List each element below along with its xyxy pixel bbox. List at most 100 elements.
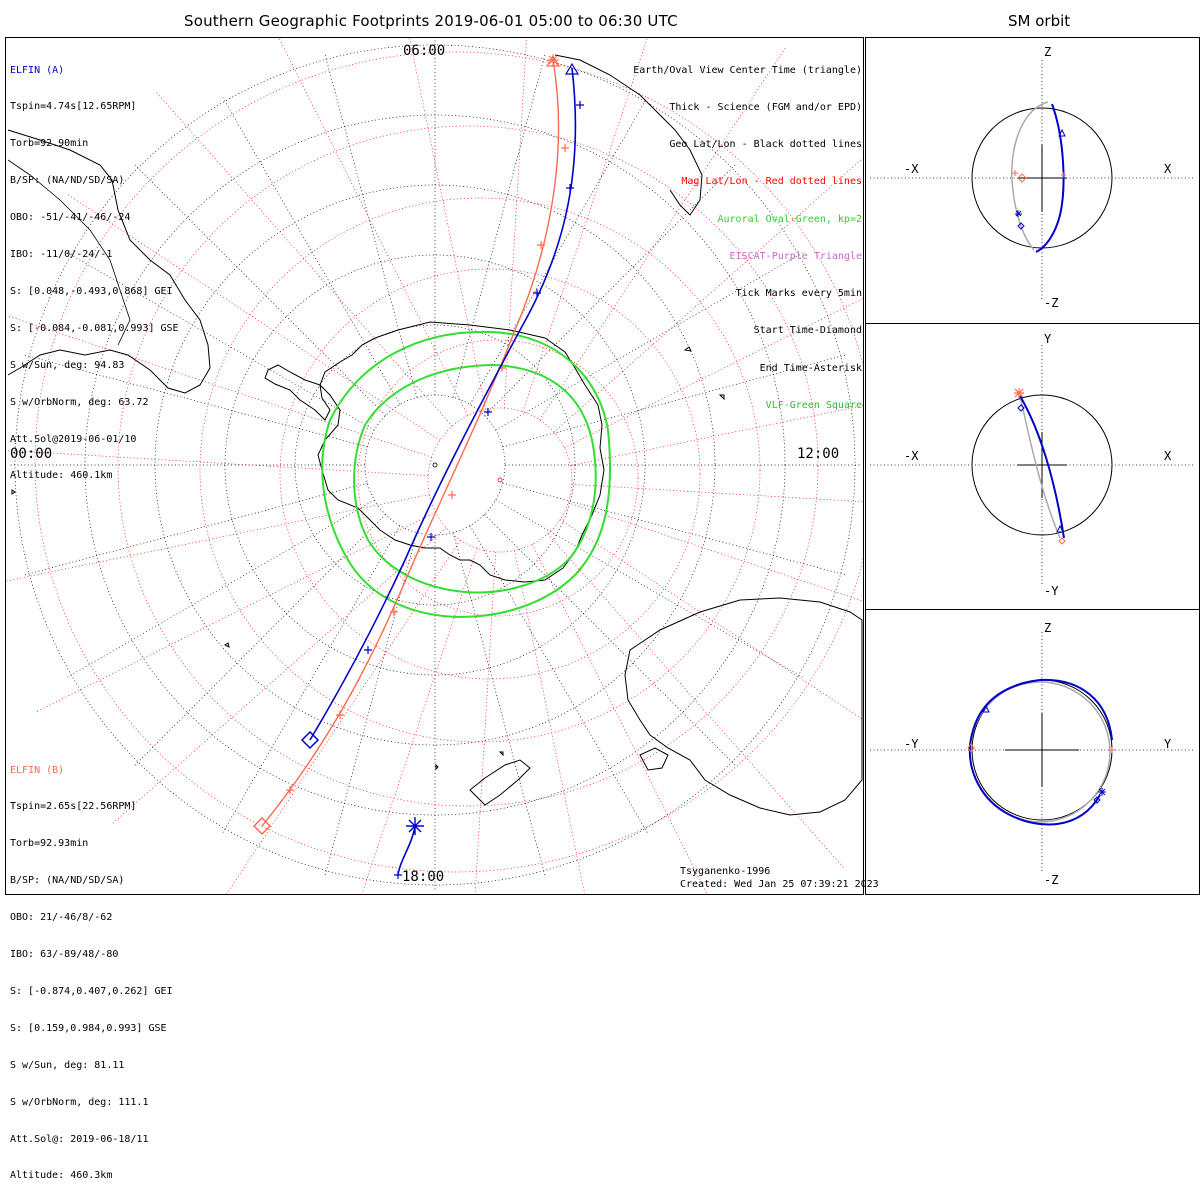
created-timestamp: Created: Wed Jan 25 07:39:21 2023 bbox=[680, 879, 879, 890]
elfin-a-line: B/SP: (NA/ND/SD/SA) bbox=[10, 175, 125, 187]
xz-right-label: X bbox=[1164, 162, 1172, 176]
elfin-b-line: S w/OrbNorm, deg: 111.1 bbox=[10, 1096, 149, 1108]
elfin-b-line: S: [-0.874,0.407,0.262] GEI bbox=[10, 985, 173, 997]
mag-pole bbox=[497, 477, 503, 483]
elfin-a-footprint bbox=[309, 67, 577, 741]
elfin-a-line: S: [0.048,-0.493,0.868] GEI bbox=[10, 285, 173, 297]
clock-label-bottom: 18:00 bbox=[402, 869, 445, 885]
elfin-a-line: S w/Sun, deg: 94.83 bbox=[10, 359, 125, 371]
geo-meridian bbox=[452, 49, 547, 398]
geo-meridian bbox=[452, 532, 547, 881]
mag-meridian bbox=[564, 298, 863, 449]
elfin-a-line: OBO: -51/-41/-46/-24 bbox=[10, 212, 131, 224]
geo-meridian bbox=[130, 514, 386, 770]
mag-meridian bbox=[361, 548, 478, 894]
elfin-a-tail bbox=[397, 825, 416, 876]
mag-meridian bbox=[531, 544, 708, 894]
geo-meridian bbox=[484, 514, 740, 770]
map-frame bbox=[5, 37, 864, 895]
elfin-b-info: ELFIN (B) Tspin=2.65s[22.56RPM] Torb=92.… bbox=[10, 740, 173, 1195]
elfin-a-info: ELFIN (A) Tspin=4.74s[12.65RPM] Torb=92.… bbox=[10, 40, 179, 495]
xy-right-label: X bbox=[1164, 449, 1172, 463]
geo-meridian bbox=[495, 249, 808, 431]
elfin-b-footprint bbox=[261, 59, 560, 827]
sm-orbit-xy bbox=[870, 345, 1195, 585]
legend-entry: Geo Lat/Lon - Black dotted lines bbox=[669, 139, 862, 151]
elfin-a-ticks bbox=[364, 101, 584, 654]
elfin-b-start-diamond bbox=[252, 816, 272, 836]
mag-meridian bbox=[409, 38, 486, 410]
mag-meridian bbox=[571, 483, 863, 503]
mag-meridian bbox=[522, 38, 648, 412]
geo-meridian bbox=[502, 353, 851, 448]
elfin-a-name: ELFIN (A) bbox=[10, 64, 65, 76]
auroral-oval-inner bbox=[353, 363, 597, 594]
mag-meridian bbox=[278, 38, 469, 416]
mag-meridian bbox=[6, 315, 432, 458]
legend-entry: Mag Lat/Lon - Red dotted lines bbox=[681, 176, 862, 188]
tasmania-coastline bbox=[639, 747, 669, 771]
elfin-b-line: Tspin=2.65s[22.56RPM] bbox=[10, 801, 137, 813]
elfin-a-end-asterisk bbox=[406, 817, 424, 835]
xy-left-label: -X bbox=[904, 449, 919, 463]
model-credit: Tsyganenko-1996 bbox=[680, 866, 771, 877]
xz-top-label: Z bbox=[1044, 45, 1052, 59]
yz-top-label: Z bbox=[1044, 621, 1052, 635]
geo-meridian bbox=[502, 482, 851, 577]
geo-meridian bbox=[130, 160, 386, 416]
elfin-b-name: ELFIN (B) bbox=[10, 764, 65, 776]
legend-entry: Auroral Oval-Green, kp=2 bbox=[717, 213, 863, 225]
elfin-a-line: Torb=92.90min bbox=[10, 138, 89, 150]
sm-orbit-xz bbox=[870, 60, 1195, 300]
mag-meridian bbox=[570, 405, 863, 466]
geo-meridian bbox=[469, 525, 651, 838]
geo-meridian bbox=[19, 482, 368, 577]
geo-meridian bbox=[19, 353, 368, 448]
elfin-a-line: Altitude: 460.1km bbox=[10, 470, 113, 482]
yz-left-label: -Y bbox=[904, 737, 919, 751]
xz-bottom-label: -Z bbox=[1044, 296, 1059, 310]
mag-meridian bbox=[553, 157, 863, 433]
mag-meridian bbox=[547, 533, 846, 870]
antarctic-peninsula bbox=[264, 364, 331, 421]
clock-label-right: 12:00 bbox=[797, 446, 840, 462]
elfin-b-line: Torb=92.93min bbox=[10, 838, 89, 850]
geo-meridian bbox=[469, 92, 651, 405]
mag-meridian bbox=[6, 494, 430, 582]
geo-meridian bbox=[62, 499, 375, 681]
sm-orbit-title: SM orbit bbox=[1008, 12, 1071, 30]
mag-meridian bbox=[34, 511, 436, 713]
legend-entry: Thick - Science (FGM and/or EPD) bbox=[669, 102, 862, 114]
legend-entry: End Time-Asterisk bbox=[759, 362, 862, 374]
mag-meridian bbox=[514, 550, 586, 894]
geo-meridian bbox=[219, 525, 401, 838]
legend-entry: EISCAT-Purple Triangle bbox=[729, 250, 862, 262]
islands bbox=[11, 346, 725, 771]
mag-meridian bbox=[539, 45, 787, 421]
geo-meridian bbox=[62, 249, 375, 431]
legend-entry: Start Time-Diamond bbox=[753, 325, 862, 337]
africa-coastline bbox=[554, 54, 703, 216]
elfin-b-line: Altitude: 460.3km bbox=[10, 1170, 113, 1182]
elfin-b-line: S w/Sun, deg: 81.11 bbox=[10, 1059, 125, 1071]
clock-label-left: 00:00 bbox=[10, 446, 53, 462]
elfin-a-line: Tspin=4.74s[12.65RPM] bbox=[10, 101, 137, 113]
elfin-b-line: IBO: 63/-89/48/-80 bbox=[10, 949, 119, 961]
legend-entry: VLF-Green Square bbox=[765, 399, 862, 411]
xy-bottom-label: -Y bbox=[1044, 584, 1059, 598]
elfin-a-start-diamond bbox=[300, 730, 320, 750]
legend: Earth/Oval View Center Time (triangle) T… bbox=[633, 40, 862, 425]
antarctica-coastline bbox=[317, 321, 605, 583]
elfin-a-line: Att.Sol@2019-06-01/10 bbox=[10, 433, 137, 445]
elfin-a-line: IBO: -11/0/-24/-1 bbox=[10, 249, 113, 261]
elfin-b-line: OBO: 21/-46/8/-62 bbox=[10, 912, 113, 924]
legend-entry: Earth/Oval View Center Time (triangle) bbox=[633, 64, 862, 76]
geo-meridian bbox=[323, 49, 418, 398]
auroral-oval-outer bbox=[321, 330, 612, 619]
geo-pole bbox=[432, 462, 438, 468]
elfin-b-line: Att.Sol@: 2019-06-18/11 bbox=[10, 1133, 149, 1145]
australia-coastline bbox=[624, 597, 863, 816]
elfin-a-line: S: [-0.084,-0.081,0.993] GSE bbox=[10, 322, 179, 334]
legend-entry: Tick Marks every 5min bbox=[735, 288, 862, 300]
mag-meridian bbox=[110, 527, 447, 826]
